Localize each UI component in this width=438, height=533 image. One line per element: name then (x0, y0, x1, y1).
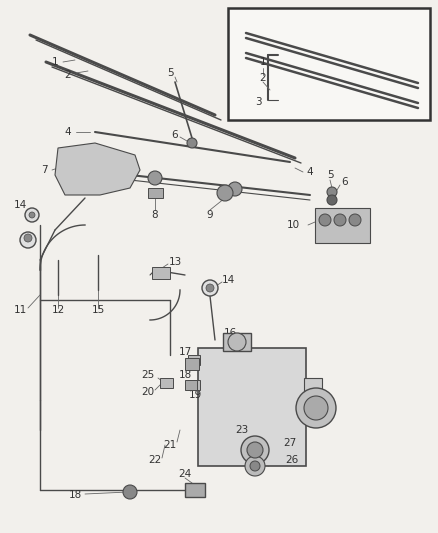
Text: 4: 4 (307, 167, 313, 177)
Circle shape (296, 388, 336, 428)
Circle shape (349, 214, 361, 226)
Text: 24: 24 (178, 469, 192, 479)
Circle shape (206, 284, 214, 292)
Circle shape (202, 280, 218, 296)
Circle shape (241, 436, 269, 464)
Bar (148, 188, 163, 198)
Text: 1: 1 (260, 57, 266, 67)
Text: 16: 16 (223, 328, 237, 338)
Text: 25: 25 (141, 370, 155, 380)
Circle shape (20, 232, 36, 248)
Text: 21: 21 (163, 440, 177, 450)
Text: 2: 2 (260, 73, 266, 83)
Text: 14: 14 (14, 200, 27, 210)
Text: 11: 11 (14, 305, 27, 315)
Text: 19: 19 (188, 390, 201, 400)
Circle shape (247, 442, 263, 458)
Circle shape (24, 234, 32, 242)
Circle shape (327, 187, 337, 197)
Text: 27: 27 (283, 438, 297, 448)
Text: 17: 17 (178, 347, 192, 357)
Bar (223, 333, 251, 351)
Circle shape (148, 171, 162, 185)
Text: 6: 6 (172, 130, 178, 140)
Text: 13: 13 (168, 257, 182, 267)
Bar (198, 348, 306, 466)
Text: 3: 3 (254, 97, 261, 107)
Text: 7: 7 (41, 165, 47, 175)
Circle shape (228, 182, 242, 196)
Circle shape (187, 138, 197, 148)
Circle shape (29, 212, 35, 218)
Text: 9: 9 (207, 210, 213, 220)
Bar (152, 267, 170, 279)
Circle shape (228, 333, 246, 351)
Text: 8: 8 (152, 210, 158, 220)
Text: 6: 6 (342, 177, 348, 187)
Text: 4: 4 (65, 127, 71, 137)
Bar (160, 378, 173, 388)
Circle shape (304, 396, 328, 420)
Text: 23: 23 (235, 425, 249, 435)
Circle shape (319, 214, 331, 226)
Bar (315, 208, 370, 243)
Text: 18: 18 (178, 370, 192, 380)
Text: 14: 14 (221, 275, 235, 285)
Bar (185, 358, 199, 370)
Text: 22: 22 (148, 455, 162, 465)
Bar (185, 380, 197, 390)
Bar (188, 380, 200, 390)
Bar (185, 483, 205, 497)
Circle shape (123, 485, 137, 499)
Text: 20: 20 (141, 387, 155, 397)
Text: 5: 5 (327, 170, 333, 180)
Text: 2: 2 (65, 70, 71, 80)
Text: 15: 15 (92, 305, 105, 315)
Circle shape (217, 185, 233, 201)
Text: 26: 26 (286, 455, 299, 465)
Circle shape (250, 461, 260, 471)
Circle shape (25, 208, 39, 222)
Text: 1: 1 (52, 57, 58, 67)
Polygon shape (55, 143, 140, 195)
Text: 5: 5 (167, 68, 173, 78)
Bar (304, 378, 322, 423)
Text: 12: 12 (51, 305, 65, 315)
Text: 18: 18 (68, 490, 81, 500)
Bar (188, 355, 200, 365)
Bar (228, 8, 430, 120)
Circle shape (327, 195, 337, 205)
Text: 10: 10 (286, 220, 300, 230)
Circle shape (334, 214, 346, 226)
Circle shape (245, 456, 265, 476)
